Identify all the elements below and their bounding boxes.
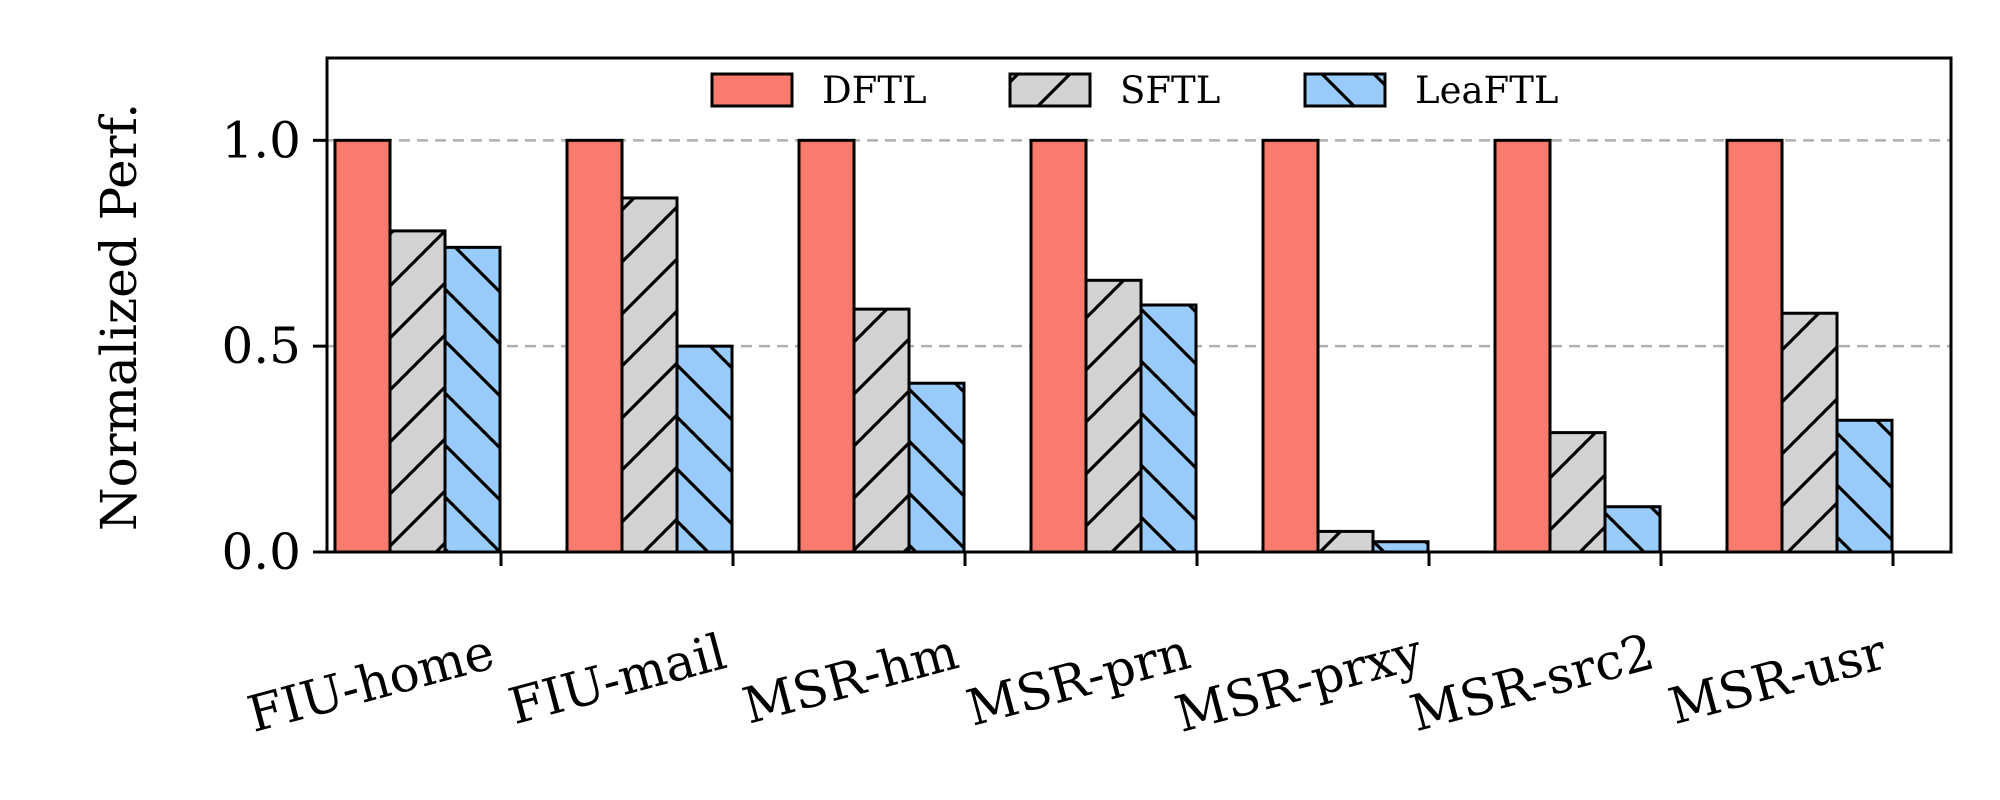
bar-sftl-msr-hm-hatch <box>854 309 909 552</box>
legend-label-leaftl: LeaFTL <box>1415 69 1558 112</box>
x-tick-label: MSR-prn <box>961 623 1196 738</box>
bar-leaftl-msr-prxy-hatch <box>1373 541 1428 552</box>
bar-leaftl-msr-prn-hatch <box>1141 305 1196 552</box>
legend-swatch-dftl <box>712 74 792 106</box>
bar-sftl-msr-src2-hatch <box>1550 432 1605 552</box>
legend-swatch-hatch-leaftl <box>1305 74 1385 106</box>
y-tick-label: 0.5 <box>221 317 301 375</box>
bar-dftl-msr-prn <box>1031 140 1086 553</box>
bar-dftl-msr-hm <box>799 140 854 553</box>
y-tick-label: 1.0 <box>221 111 301 169</box>
bar-leaftl-msr-usr-hatch <box>1837 420 1892 552</box>
bar-leaftl-msr-hm-hatch <box>909 383 964 552</box>
bar-dftl-fiu-home <box>335 140 390 553</box>
plot-area-frame <box>325 56 1953 554</box>
bar-dftl-fiu-mail <box>567 140 622 553</box>
legend-swatch-outline-sftl <box>1008 72 1092 108</box>
bar-sftl-fiu-home-hatch <box>390 230 445 552</box>
y-tick-label: 0.0 <box>221 523 301 581</box>
bars <box>333 138 1894 554</box>
bar-sftl-msr-prn-hatch <box>1086 280 1141 552</box>
bar-leaftl-msr-src2-hatch <box>1605 506 1660 552</box>
bar-sftl-fiu-mail-hatch <box>622 197 677 552</box>
x-tick-label: MSR-hm <box>737 623 964 736</box>
legend-swatch-hatch-sftl <box>1010 74 1090 106</box>
x-tick-label: MSR-src2 <box>1404 623 1660 744</box>
legend-swatch-outline-leaftl <box>1303 72 1387 108</box>
legend-label-dftl: DFTL <box>822 69 927 112</box>
y-axis-label: Normalized Perf. <box>90 103 148 531</box>
bar-dftl-msr-src2 <box>1495 140 1550 553</box>
x-tick-label: MSR-prxy <box>1169 622 1428 744</box>
bar-dftl-msr-usr <box>1727 140 1782 553</box>
x-tick-label: FIU-home <box>242 623 500 744</box>
legend-label-sftl: SFTL <box>1120 69 1220 112</box>
x-tick-label: FIU-mail <box>503 623 732 736</box>
bar-sftl-msr-prxy-hatch <box>1318 531 1373 552</box>
bar-leaftl-fiu-mail-hatch <box>677 346 732 552</box>
bar-dftl-msr-prxy <box>1263 140 1318 553</box>
x-tick-label: MSR-usr <box>1663 623 1892 736</box>
bar-sftl-msr-usr-hatch <box>1782 313 1837 552</box>
legend-swatch-outline-dftl <box>710 72 794 108</box>
bar-leaftl-fiu-home-hatch <box>445 247 500 552</box>
legend: DFTL SFTL LeaFTL <box>710 69 1558 112</box>
